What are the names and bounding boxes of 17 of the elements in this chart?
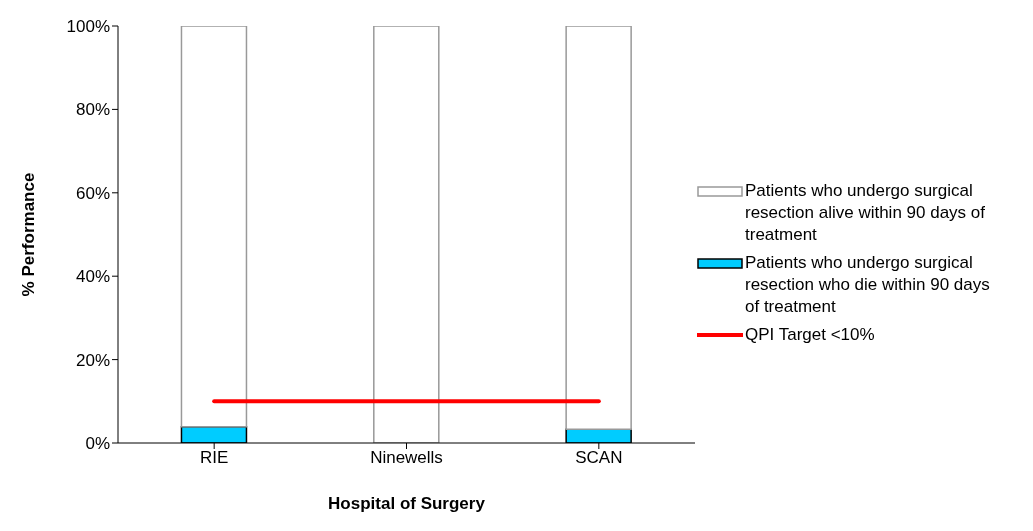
y-tick-label: 0%: [85, 434, 110, 454]
y-tick-label: 80%: [75, 100, 110, 120]
y-tick-label: 40%: [75, 267, 110, 287]
x-tick-label: SCAN: [575, 448, 623, 468]
bar: [373, 26, 440, 443]
x-tick-label: Ninewells: [370, 448, 443, 468]
y-axis-title: % Performance: [19, 172, 39, 297]
bar: [565, 26, 632, 430]
legend-label: QPI Target <10%: [745, 323, 875, 346]
y-tick-label: 100%: [66, 17, 110, 37]
y-tick-label: 60%: [75, 183, 110, 203]
legend-label: Patients who undergo surgical resection alive within 90 days of treatment: [745, 179, 987, 246]
bar: [180, 26, 248, 428]
x-axis-title: Hospital of Surgery: [328, 494, 486, 513]
legend-label: Patients who undergo surgical resection who die within 90 days of treatment: [745, 251, 991, 318]
x-tick-label: RIE: [199, 448, 229, 468]
y-tick-label: 20%: [75, 350, 110, 370]
